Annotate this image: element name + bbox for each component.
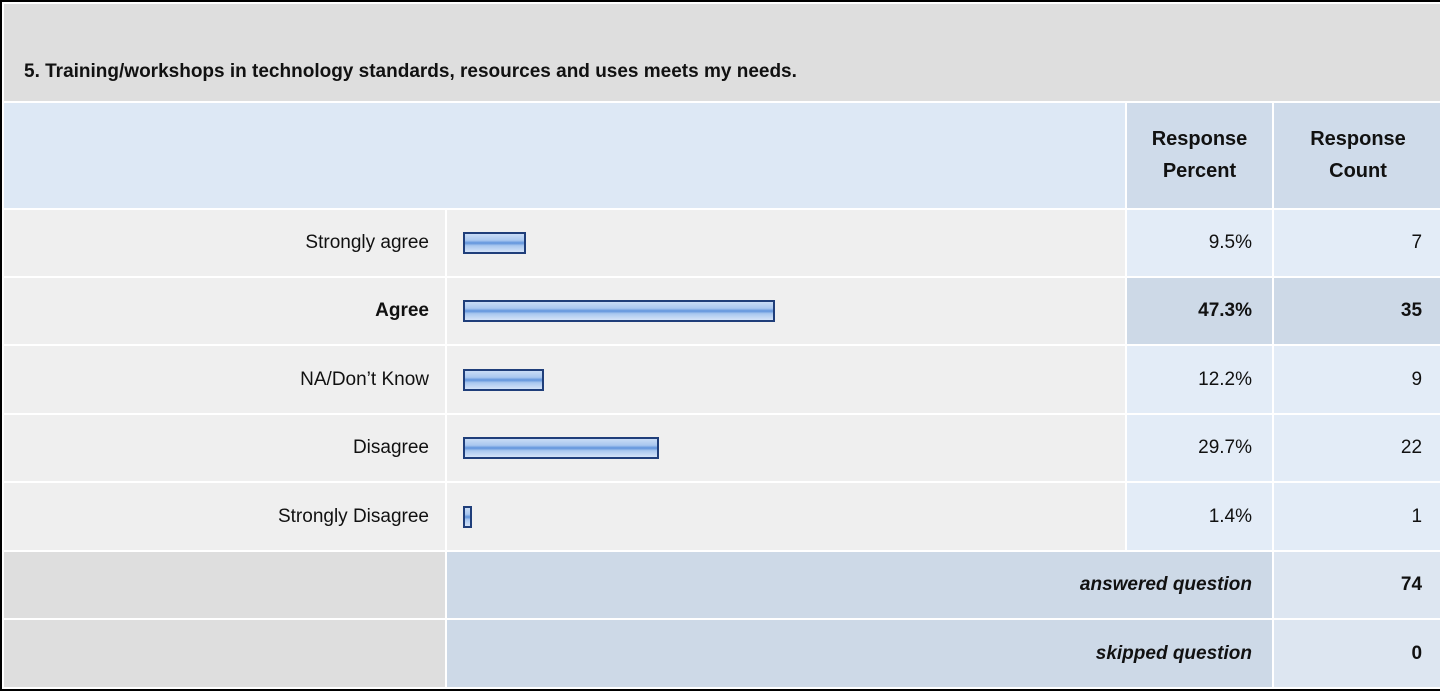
response-count: 7 — [1274, 209, 1440, 276]
bar-cell — [447, 414, 1125, 482]
summary-blank — [4, 551, 445, 619]
title-row: 5. Training/workshops in technology stan… — [4, 4, 1440, 101]
response-percent: 9.5% — [1127, 209, 1272, 276]
percent-bar — [463, 368, 544, 391]
response-percent: 47.3% — [1127, 277, 1272, 345]
question-title: 5. Training/workshops in technology stan… — [4, 4, 1440, 101]
bar-cell — [447, 346, 1125, 413]
answer-label: NA/Don’t Know — [4, 346, 445, 413]
summary-label: skipped question — [447, 620, 1272, 687]
response-percent: 1.4% — [1127, 483, 1272, 550]
bar-cell — [447, 483, 1125, 550]
header-count: Response Count — [1274, 102, 1440, 208]
summary-value: 74 — [1274, 551, 1440, 619]
response-count: 35 — [1274, 277, 1440, 345]
response-count: 22 — [1274, 414, 1440, 482]
percent-bar — [463, 437, 660, 460]
answer-row: NA/Don’t Know 12.2% 9 — [4, 346, 1440, 413]
answer-row: Disagree 29.7% 22 — [4, 414, 1440, 482]
percent-bar — [463, 505, 473, 528]
summary-blank — [4, 620, 445, 687]
bar-cell — [447, 277, 1125, 345]
answer-label: Strongly Disagree — [4, 483, 445, 550]
percent-bar — [463, 231, 526, 254]
response-count: 1 — [1274, 483, 1440, 550]
answer-label: Disagree — [4, 414, 445, 482]
answer-label: Strongly agree — [4, 209, 445, 276]
header-blank — [4, 102, 1125, 208]
answer-label: Agree — [4, 277, 445, 345]
header-row: Response Percent Response Count — [4, 102, 1440, 208]
answer-row: Agree 47.3% 35 — [4, 277, 1440, 345]
summary-value: 0 — [1274, 620, 1440, 687]
percent-bar — [463, 300, 776, 323]
summary-label: answered question — [447, 551, 1272, 619]
response-percent: 12.2% — [1127, 346, 1272, 413]
header-percent: Response Percent — [1127, 102, 1272, 208]
bar-cell — [447, 209, 1125, 276]
answer-row: Strongly Disagree 1.4% 1 — [4, 483, 1440, 550]
summary-row: answered question 74 — [4, 551, 1440, 619]
table-body: 5. Training/workshops in technology stan… — [4, 4, 1440, 687]
response-percent: 29.7% — [1127, 414, 1272, 482]
response-count: 9 — [1274, 346, 1440, 413]
answer-row: Strongly agree 9.5% 7 — [4, 209, 1440, 276]
summary-row: skipped question 0 — [4, 620, 1440, 687]
